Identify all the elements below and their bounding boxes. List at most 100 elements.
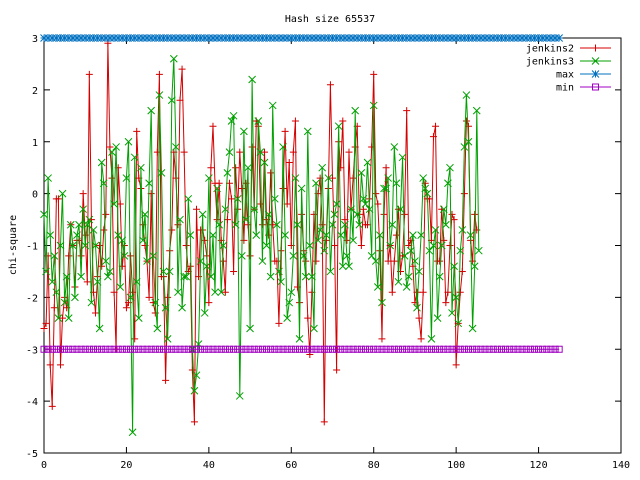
data-point-max — [336, 34, 345, 42]
data-point-jenkins2 — [419, 288, 427, 296]
data-point-min — [230, 345, 238, 353]
data-point-max — [56, 34, 65, 42]
data-point-jenkins2 — [92, 309, 100, 317]
data-point-jenkins2 — [281, 127, 289, 135]
data-point-jenkins3 — [221, 205, 230, 214]
data-point-max — [213, 34, 221, 42]
data-point-jenkins3 — [460, 143, 469, 151]
data-point-jenkins2 — [54, 195, 62, 203]
data-point-max — [357, 34, 366, 42]
data-point-jenkins3 — [52, 288, 61, 297]
data-point-min — [304, 345, 312, 353]
data-point-min — [497, 345, 505, 353]
data-point-max — [514, 34, 522, 42]
data-point-min — [407, 345, 415, 353]
data-point-jenkins3 — [44, 174, 52, 182]
data-point-jenkins2 — [273, 257, 281, 265]
data-point-jenkins2 — [110, 288, 118, 296]
data-point-jenkins2 — [133, 127, 141, 135]
data-point-jenkins3 — [409, 231, 417, 239]
data-point-jenkins3 — [95, 324, 104, 333]
data-point-jenkins3 — [77, 272, 85, 281]
data-point-max — [130, 34, 139, 42]
data-point-min — [114, 345, 122, 353]
data-point-jenkins2 — [221, 288, 229, 296]
data-point-min — [197, 345, 205, 353]
data-point-jenkins3 — [334, 122, 343, 131]
legend: jenkins2 jenkins3 max min — [526, 44, 611, 94]
data-point-min — [85, 345, 93, 353]
data-point-jenkins3 — [134, 314, 143, 322]
data-point-jenkins3 — [411, 257, 419, 265]
data-point-jenkins2 — [465, 122, 473, 130]
data-point-min — [547, 345, 555, 353]
data-point-min — [168, 345, 176, 353]
data-point-max — [299, 34, 308, 42]
data-point-max — [468, 34, 477, 42]
data-point-max — [369, 34, 378, 42]
data-point-jenkins2 — [329, 174, 336, 182]
data-point-min — [127, 345, 135, 353]
data-point-jenkins3 — [118, 236, 127, 245]
data-point-max — [501, 34, 510, 42]
data-point-min — [217, 345, 225, 353]
data-point-max — [431, 34, 440, 42]
data-point-min — [419, 345, 427, 353]
chart-title: Hash size 65537 — [285, 14, 375, 25]
data-point-jenkins3 — [419, 174, 428, 182]
data-point-jenkins2 — [248, 143, 256, 151]
data-point-jenkins3 — [396, 205, 405, 214]
data-point-min — [357, 345, 365, 353]
data-point-max — [126, 34, 135, 42]
data-point-min — [164, 345, 172, 353]
data-point-jenkins2 — [349, 174, 357, 182]
data-point-jenkins2 — [341, 216, 349, 224]
data-point-jenkins2 — [162, 376, 170, 384]
data-point-jenkins3 — [40, 210, 48, 219]
data-point-jenkins3 — [87, 298, 96, 307]
data-point-jenkins3 — [262, 241, 271, 250]
data-point-jenkins3 — [116, 283, 125, 291]
data-point-max — [390, 34, 399, 42]
data-point-jenkins3 — [161, 303, 170, 312]
data-point-jenkins3 — [421, 184, 430, 193]
data-point-min — [386, 345, 394, 353]
data-point-jenkins3 — [108, 148, 116, 156]
data-point-min — [44, 345, 52, 353]
data-point-jenkins3 — [268, 101, 277, 110]
y-tick-label: 2 — [32, 86, 38, 97]
data-point-jenkins3 — [120, 252, 129, 260]
data-point-max — [93, 34, 102, 42]
data-point-jenkins2 — [230, 267, 238, 275]
data-point-max — [163, 34, 172, 42]
data-point-jenkins3 — [246, 324, 254, 333]
data-point-jenkins2 — [240, 236, 248, 244]
data-point-jenkins3 — [341, 220, 349, 229]
data-point-min — [192, 345, 200, 353]
data-point-jenkins3 — [155, 91, 164, 99]
data-point-jenkins3 — [73, 231, 81, 239]
data-point-max — [477, 34, 485, 42]
data-point-jenkins3 — [328, 220, 337, 229]
x-tick-label: 100 — [447, 460, 465, 471]
data-point-jenkins3 — [147, 106, 156, 115]
data-point-jenkins2 — [413, 288, 421, 296]
data-point-jenkins3 — [351, 106, 360, 115]
data-point-max — [353, 34, 362, 42]
data-point-jenkins3 — [373, 283, 382, 291]
data-point-jenkins2 — [236, 148, 244, 156]
data-point-min — [452, 345, 460, 353]
data-point-jenkins3 — [415, 267, 423, 276]
data-point-jenkins2 — [275, 319, 283, 327]
data-point-max — [89, 34, 98, 42]
data-point-jenkins3 — [91, 241, 100, 250]
data-point-jenkins3 — [404, 272, 413, 281]
series-jenkins2 — [40, 39, 481, 426]
data-point-min — [394, 345, 402, 353]
x-tick-label: 60 — [285, 460, 297, 471]
data-point-min — [415, 345, 423, 353]
data-point-min — [481, 345, 489, 353]
data-point-jenkins3 — [433, 314, 442, 322]
data-point-jenkins3 — [320, 246, 329, 255]
data-point-min — [61, 345, 69, 353]
